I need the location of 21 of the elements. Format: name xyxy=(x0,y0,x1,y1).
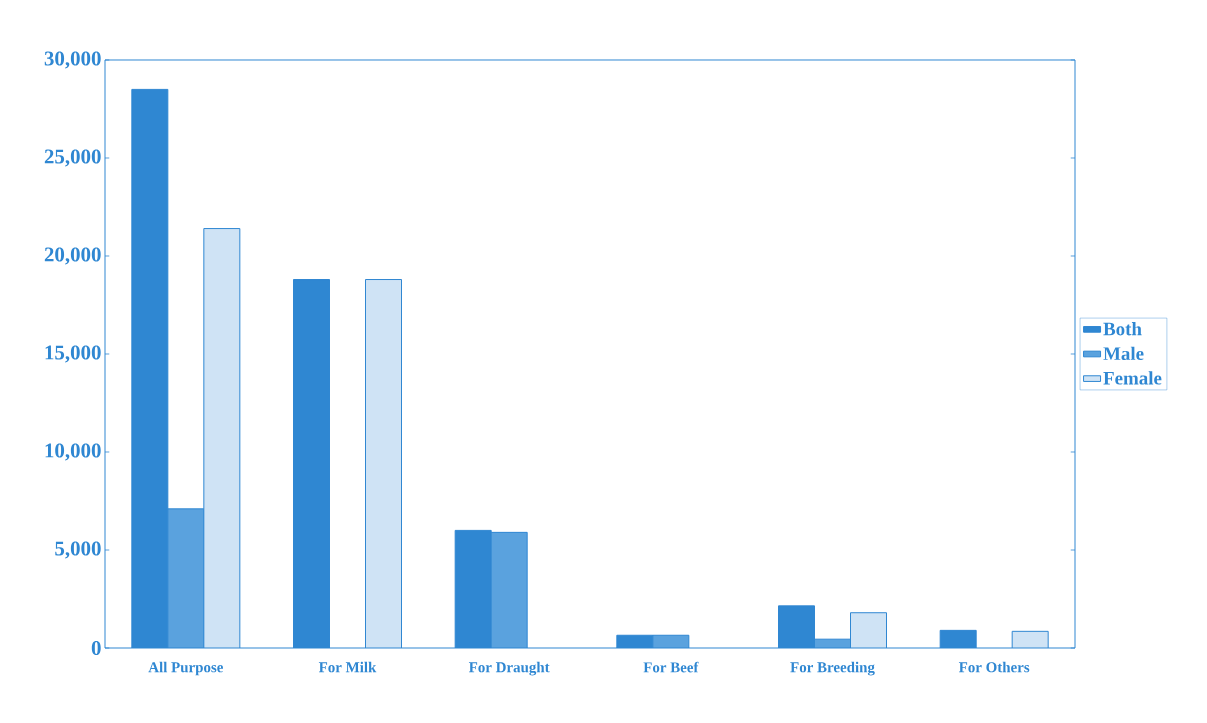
x-tick-label: For Others xyxy=(958,661,1030,673)
bar xyxy=(850,612,888,648)
y-tick-label: 30,000 xyxy=(44,51,101,69)
x-tick-label: For Beef xyxy=(643,661,699,673)
y-tick-label: 25,000 xyxy=(44,149,101,167)
y-tick-label: 20,000 xyxy=(44,247,101,265)
legend-label: Male xyxy=(1103,346,1144,360)
x-tick-label: For Breeding xyxy=(790,661,875,676)
y-tick-label: 10,000 xyxy=(45,443,101,461)
y-tick-label: 0 xyxy=(91,640,101,656)
bar xyxy=(490,531,528,648)
y-tick-label: 5,000 xyxy=(55,541,101,559)
x-tick-label: For Draught xyxy=(468,661,550,676)
bar xyxy=(365,279,402,648)
legend-label: Both xyxy=(1103,322,1142,336)
y-tick-label: 15,000 xyxy=(45,345,101,363)
bar xyxy=(203,228,241,648)
bar xyxy=(167,508,205,648)
x-tick-label: All Purpose xyxy=(148,661,224,676)
legend-label: Female xyxy=(1103,371,1162,385)
x-tick-label: For Milk xyxy=(318,661,377,673)
